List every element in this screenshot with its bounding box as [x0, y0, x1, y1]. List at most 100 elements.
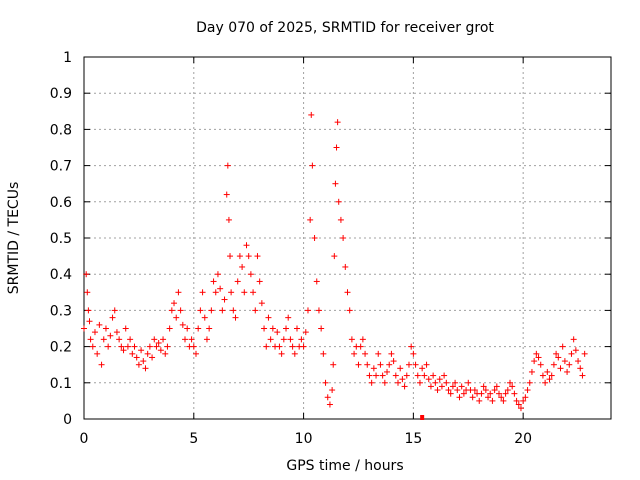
data-point: [313, 278, 320, 285]
data-point: [329, 387, 336, 394]
data-point: [395, 379, 402, 386]
data-point: [480, 383, 487, 390]
data-point: [107, 332, 114, 339]
data-point: [190, 343, 197, 350]
data-point: [410, 350, 417, 357]
data-point: [436, 376, 443, 383]
data-point: [127, 336, 134, 343]
data-point: [572, 347, 579, 354]
data-point: [173, 314, 180, 321]
data-point: [144, 350, 151, 357]
data-point: [131, 343, 138, 350]
data-point: [289, 343, 296, 350]
data-point: [570, 336, 577, 343]
data-point: [175, 289, 182, 296]
x-tick-label: 10: [295, 431, 313, 447]
data-point: [160, 336, 167, 343]
data-point: [344, 289, 351, 296]
data-point: [506, 379, 513, 386]
data-point: [445, 387, 452, 394]
data-point: [456, 394, 463, 401]
data-point: [504, 387, 511, 394]
data-point: [438, 383, 445, 390]
data-point: [113, 329, 120, 336]
data-point: [493, 383, 500, 390]
data-point: [491, 387, 498, 394]
data-point: [337, 216, 344, 223]
data-point: [195, 325, 202, 332]
data-point: [153, 343, 160, 350]
data-point: [120, 347, 127, 354]
data-point: [397, 365, 404, 372]
data-point: [182, 336, 189, 343]
data-point: [149, 354, 156, 361]
data-point: [520, 397, 527, 404]
data-point: [261, 325, 268, 332]
y-tick-label: 0: [63, 412, 72, 428]
data-point: [427, 383, 434, 390]
y-tick-label: 0.6: [50, 195, 72, 211]
data-point: [265, 314, 272, 321]
data-point: [197, 307, 204, 314]
data-point: [164, 343, 171, 350]
data-point: [85, 307, 92, 314]
data-point: [94, 350, 101, 357]
data-point: [91, 329, 98, 336]
x-tick-label: 15: [404, 431, 422, 447]
data-point: [550, 361, 557, 368]
data-point: [381, 379, 388, 386]
data-point: [96, 321, 103, 328]
data-point: [561, 358, 568, 365]
data-point: [224, 162, 231, 169]
data-point: [452, 379, 459, 386]
data-point: [392, 372, 399, 379]
data-point: [449, 383, 456, 390]
data-point: [250, 289, 257, 296]
data-point: [487, 390, 494, 397]
data-point: [581, 350, 588, 357]
data-point: [416, 379, 423, 386]
data-point: [315, 307, 322, 314]
data-point: [298, 336, 305, 343]
y-tick-label: 0.5: [50, 231, 72, 247]
data-point: [283, 325, 290, 332]
data-point: [460, 390, 467, 397]
data-point: [102, 325, 109, 332]
data-point: [489, 397, 496, 404]
data-point: [157, 347, 164, 354]
data-point: [162, 350, 169, 357]
data-point: [201, 314, 208, 321]
data-point: [568, 350, 575, 357]
x-axis-ticks: 0 5 10 15 20: [80, 57, 532, 447]
data-point: [208, 307, 215, 314]
data-point: [84, 289, 91, 296]
x-tick-label: 0: [80, 431, 89, 447]
data-point: [579, 372, 586, 379]
data-point: [555, 354, 562, 361]
data-point: [548, 372, 555, 379]
data-point: [322, 379, 329, 386]
data-point: [517, 405, 524, 412]
data-point: [291, 350, 298, 357]
x-tick-label: 20: [514, 431, 532, 447]
data-point: [430, 372, 437, 379]
data-point: [366, 372, 373, 379]
x-tick-label: 5: [189, 431, 198, 447]
data-point: [221, 296, 228, 303]
data-point: [335, 198, 342, 205]
data-point: [566, 361, 573, 368]
data-point: [443, 379, 450, 386]
data-point: [86, 318, 93, 325]
data-point: [359, 336, 366, 343]
data-point: [458, 383, 465, 390]
y-tick-label: 0.4: [50, 267, 72, 283]
data-point: [100, 336, 107, 343]
y-tick-label: 1: [63, 50, 72, 66]
y-axis-ticks: 0 0.1 0.2 0.3 0.4 0.5 0.6 0.7 0.8 0.9 1: [50, 50, 611, 428]
data-point: [179, 321, 186, 328]
plot-frame: [83, 56, 612, 420]
y-tick-label: 0.1: [50, 376, 72, 392]
data-point: [155, 339, 162, 346]
data-point: [177, 307, 184, 314]
data-point: [89, 343, 96, 350]
